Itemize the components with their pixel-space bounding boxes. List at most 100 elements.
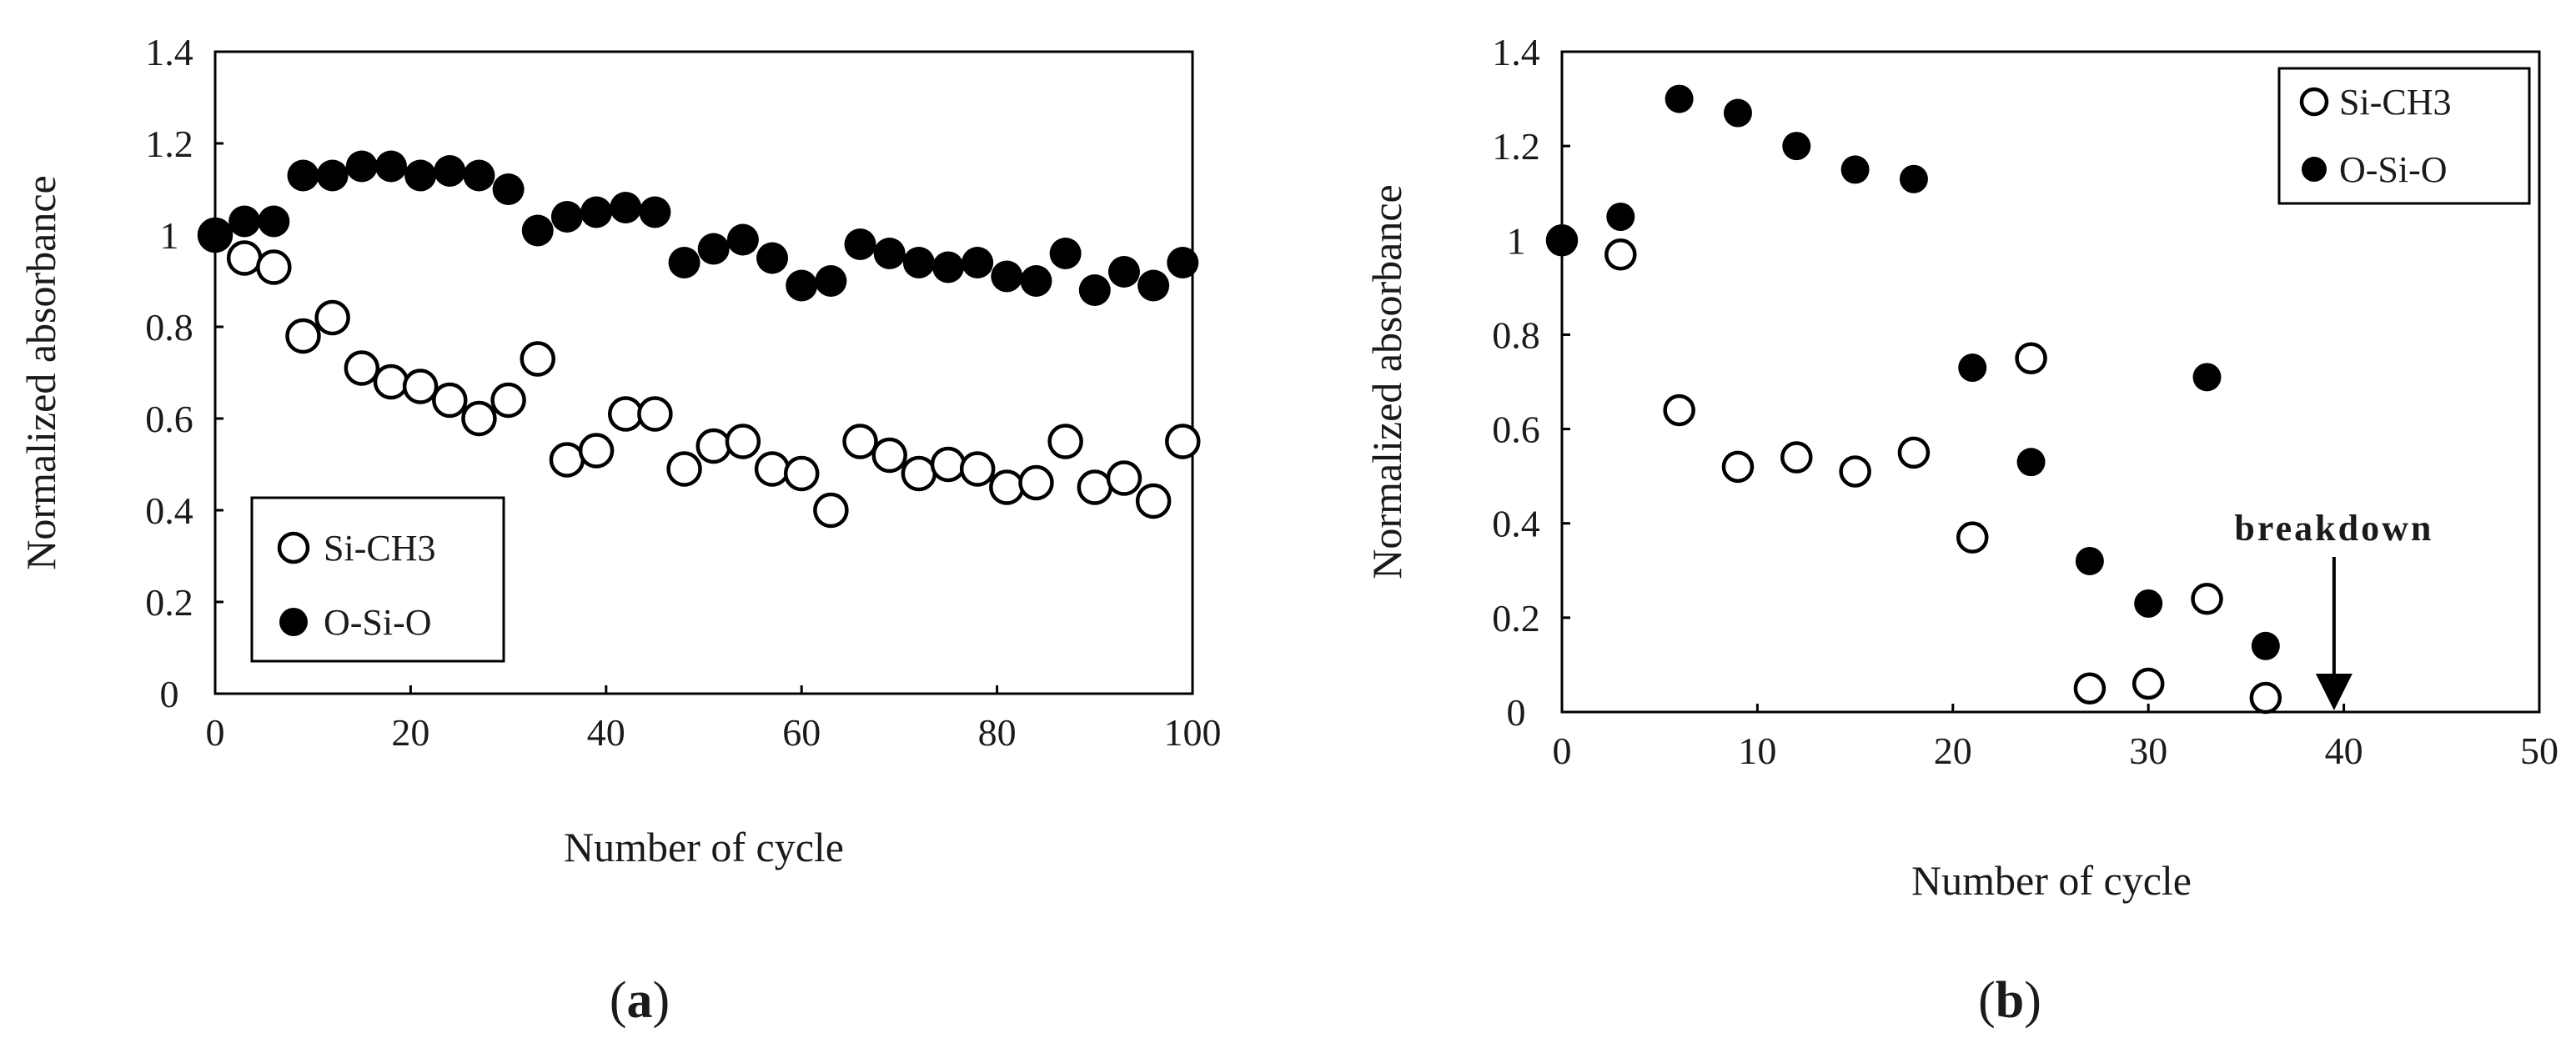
point-o-si-o-b-3 (1723, 98, 1752, 128)
point-si-ch3-a-8 (432, 382, 468, 419)
y-tick-label-b-3: 0.6 (1492, 409, 1540, 451)
point-o-si-o-a-32 (1137, 269, 1170, 302)
legend-label-o-si-o-b: O-Si-O (2339, 149, 2448, 190)
y-tick-label-b-2: 0.4 (1492, 503, 1540, 545)
legend-marker-si-ch3-b (2299, 87, 2329, 117)
point-si-ch3-a-19 (754, 451, 791, 487)
x-tick-label-b-0: 0 (1553, 730, 1572, 772)
point-o-si-o-a-0 (199, 219, 231, 251)
point-o-si-o-b-7 (1958, 354, 1987, 383)
point-o-si-o-b-11 (2192, 363, 2222, 392)
point-si-ch3-b-10 (2132, 667, 2165, 700)
point-si-ch3-a-9 (461, 400, 497, 437)
point-o-si-o-a-15 (639, 196, 671, 228)
point-si-ch3-a-20 (783, 455, 820, 492)
point-o-si-o-b-9 (2075, 546, 2104, 575)
point-o-si-o-a-20 (786, 269, 818, 302)
x-axis-title-a: Number of cycle (564, 824, 844, 870)
plot-area-b (1560, 50, 2541, 714)
point-o-si-o-a-2 (258, 205, 290, 238)
point-si-ch3-b-12 (2249, 681, 2282, 715)
point-si-ch3-a-7 (402, 369, 439, 404)
point-o-si-o-b-5 (1840, 155, 1870, 184)
legend-marker-o-si-o-a (279, 608, 308, 636)
point-o-si-o-b-12 (2251, 631, 2280, 660)
point-o-si-o-a-17 (697, 233, 730, 265)
point-si-ch3-a-12 (549, 442, 585, 478)
point-si-ch3-a-32 (1135, 483, 1172, 519)
point-si-ch3-b-1 (1604, 238, 1637, 271)
point-si-ch3-a-27 (989, 469, 1025, 505)
point-si-ch3-a-23 (871, 437, 907, 474)
point-si-ch3-a-26 (959, 451, 996, 487)
point-si-ch3-b-6 (1897, 436, 1931, 469)
point-o-si-o-a-23 (873, 238, 906, 269)
legend-a: Si-CH3 O-Si-O (250, 496, 505, 663)
point-si-ch3-a-1 (226, 240, 263, 276)
plot-area-a (213, 50, 1194, 695)
y-tick-label-a-6: 1.2 (145, 123, 193, 165)
x-tick-label-b-4: 40 (2325, 730, 2363, 772)
point-si-ch3-a-16 (666, 451, 702, 487)
y-axis-title-a: Normalized absorbance (18, 175, 64, 569)
point-o-si-o-a-22 (844, 228, 876, 260)
point-si-ch3-a-29 (1047, 424, 1083, 459)
point-o-si-o-b-4 (1782, 132, 1811, 161)
point-o-si-o-a-19 (756, 242, 789, 274)
point-o-si-o-a-3 (287, 159, 319, 192)
point-o-si-o-a-25 (932, 251, 964, 283)
point-si-ch3-a-11 (520, 341, 556, 377)
point-o-si-o-a-29 (1049, 238, 1082, 269)
y-tick-label-b-6: 1.2 (1492, 125, 1540, 168)
point-o-si-o-a-14 (610, 192, 642, 223)
legend-marker-si-ch3-a (277, 531, 310, 564)
chart-a: 0 0.2 0.4 0.6 0.8 1 1.2 1.4 0 20 40 60 80 100 Number… (18, 31, 1222, 1029)
legend-label-si-ch3-b: Si-CH3 (2339, 82, 2451, 123)
point-si-ch3-a-33 (1165, 424, 1201, 459)
point-si-ch3-b-4 (1780, 441, 1813, 474)
x-tick-label-a-3: 60 (782, 711, 821, 754)
point-o-si-o-a-4 (316, 159, 349, 192)
point-si-ch3-b-11 (2191, 582, 2223, 615)
x-tick-label-a-0: 0 (206, 711, 225, 754)
legend-b: Si-CH3 O-Si-O (2277, 67, 2531, 205)
point-si-ch3-a-30 (1077, 469, 1113, 505)
point-si-ch3-b-8 (2015, 342, 2047, 374)
y-tick-label-a-1: 0.2 (145, 581, 193, 624)
point-si-ch3-a-2 (256, 249, 292, 285)
point-si-ch3-a-21 (813, 492, 849, 529)
y-axis-ticks-b: 0 0.2 0.4 0.6 0.8 1 1.2 1.4 (1492, 31, 1570, 734)
point-o-si-o-b-8 (2016, 448, 2046, 477)
y-tick-label-b-4: 0.8 (1492, 313, 1540, 356)
breakdown-label: breakdown (2234, 508, 2433, 549)
panel-label-a: (a) (610, 972, 670, 1029)
point-si-ch3-a-25 (930, 446, 967, 483)
breakdown-annotation: breakdown (2234, 508, 2433, 710)
point-o-si-o-a-30 (1078, 274, 1111, 306)
point-o-si-o-a-9 (463, 159, 495, 192)
y-tick-label-a-5: 1 (160, 214, 179, 257)
x-axis-ticks-a: 0 20 40 60 80 100 (206, 685, 1222, 754)
y-tick-label-a-2: 0.4 (145, 489, 193, 532)
point-o-si-o-b-1 (1606, 203, 1635, 231)
point-si-ch3-a-3 (285, 318, 321, 354)
point-si-ch3-a-14 (607, 396, 644, 432)
y-axis-ticks-a: 0 0.2 0.4 0.6 0.8 1 1.2 1.4 (145, 31, 223, 715)
y-axis-title-b: Normalized absorbance (1363, 184, 1410, 579)
point-si-ch3-a-15 (637, 396, 673, 432)
point-o-si-o-a-1 (228, 205, 261, 238)
point-si-ch3-b-3 (1721, 450, 1755, 484)
point-o-si-o-a-7 (404, 159, 437, 192)
point-o-si-o-a-28 (1020, 265, 1052, 297)
point-o-si-o-a-26 (962, 247, 994, 278)
x-axis-title-b: Number of cycle (1911, 857, 2192, 904)
x-tick-label-b-3: 30 (2129, 730, 2167, 772)
y-tick-label-b-7: 1.4 (1492, 31, 1540, 73)
point-o-si-o-b-0 (1548, 226, 1576, 255)
y-tick-label-a-3: 0.6 (145, 398, 193, 440)
point-o-si-o-a-11 (521, 214, 554, 247)
point-si-ch3-b-2 (1663, 394, 1695, 427)
legend-label-o-si-o-a: O-Si-O (324, 602, 432, 643)
point-o-si-o-b-10 (2134, 589, 2163, 618)
